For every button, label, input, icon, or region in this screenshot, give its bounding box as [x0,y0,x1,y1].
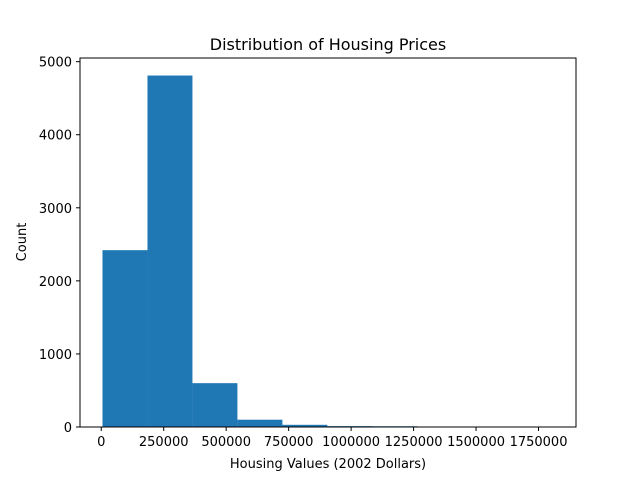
x-tick-label: 250000 [139,435,189,450]
y-tick-label: 0 [64,421,72,436]
histogram-bar-2 [192,383,238,427]
x-tick-label: 1750000 [510,435,568,450]
y-axis-ticks: 0 1000 2000 3000 4000 5000 [39,56,80,436]
histogram-bar-3 [237,419,283,427]
histogram-bar-0 [102,250,148,427]
chart-title: Distribution of Housing Prices [210,35,446,54]
y-tick-label: 2000 [39,275,72,290]
plot-frame [79,57,577,428]
y-tick-label: 5000 [39,56,72,71]
histogram-bar-4 [282,424,328,427]
x-axis-label: Housing Values (2002 Dollars) [230,457,426,472]
y-tick-label: 4000 [39,129,72,144]
x-tick-label: 1500000 [447,435,505,450]
x-tick-label: 1000000 [322,435,380,450]
y-tick-label: 1000 [39,348,72,363]
bars-group [102,75,553,428]
histogram-bar-1 [147,75,193,428]
x-axis-ticks: 0 250000 500000 750000 1000000 1250000 1500000… [97,427,567,450]
x-tick-label: 500000 [201,435,251,450]
x-tick-label: 1250000 [385,435,443,450]
y-axis-label: Count [15,223,30,262]
y-tick-label: 3000 [39,202,72,217]
x-tick-label: 0 [97,435,105,450]
x-tick-label: 750000 [264,435,314,450]
